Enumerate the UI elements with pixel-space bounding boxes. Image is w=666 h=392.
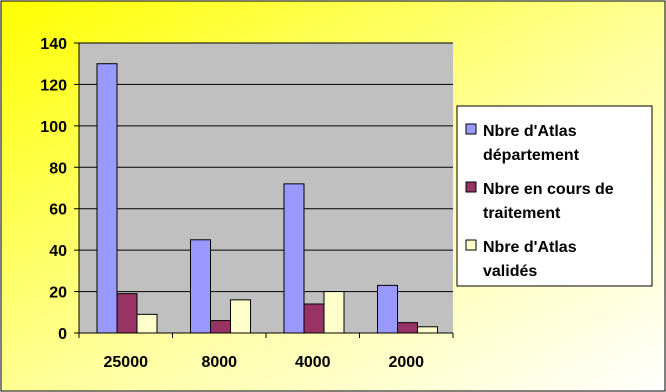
legend-box xyxy=(456,105,653,287)
bar-4000-series-3 xyxy=(323,291,345,334)
y-tick-label-4: 80 xyxy=(49,160,67,177)
bar-8000-series-3 xyxy=(230,299,251,334)
bar-2000-series-2 xyxy=(397,322,418,334)
x-tick-label-4000: 4000 xyxy=(295,354,331,371)
bars xyxy=(96,63,438,334)
y-tick-label-2: 40 xyxy=(49,243,67,260)
y-tick-label-5: 100 xyxy=(40,119,67,136)
x-tick-label-2000: 2000 xyxy=(388,354,424,371)
legend-label-3-line-2: validés xyxy=(483,263,537,280)
legend-swatch-2 xyxy=(465,181,477,193)
bar-25000-series-1 xyxy=(96,63,118,334)
legend-swatch-3 xyxy=(465,239,477,251)
bar-4000-series-1 xyxy=(283,183,305,334)
legend-label-1-line-2: département xyxy=(483,147,580,164)
y-tick-label-7: 140 xyxy=(40,36,67,53)
y-tick-label-0: 0 xyxy=(58,326,67,343)
bar-8000-series-2 xyxy=(210,320,231,334)
x-tick-label-8000: 8000 xyxy=(201,354,237,371)
legend-swatch-1 xyxy=(465,123,477,135)
bar-25000-series-2 xyxy=(116,293,138,334)
bar-8000-series-1 xyxy=(190,239,211,334)
y-tick-label-6: 120 xyxy=(40,77,67,94)
legend-label-2-line-1: Nbre en cours de xyxy=(483,181,614,198)
bar-4000-series-2 xyxy=(303,303,325,334)
tick-labels: 0 20 40 60 80 100 120 140 25000 8000 4000 2000 xyxy=(40,36,454,371)
y-tick-label-1: 20 xyxy=(49,285,67,302)
bar-2000-series-3 xyxy=(417,326,438,334)
legend: Nbre d'Atlas département Nbre en cours d… xyxy=(456,105,653,287)
bar-2000-series-1 xyxy=(377,284,398,334)
legend-label-2-line-2: traitement xyxy=(483,205,561,222)
gridlines xyxy=(79,42,453,293)
y-tick-label-3: 60 xyxy=(49,202,67,219)
legend-label-1-line-1: Nbre d'Atlas xyxy=(483,123,577,140)
bar-25000-series-3 xyxy=(136,313,158,334)
x-tick-label-25000: 25000 xyxy=(104,354,149,371)
legend-label-3-line-1: Nbre d'Atlas xyxy=(483,239,577,256)
plot-area xyxy=(79,43,453,333)
